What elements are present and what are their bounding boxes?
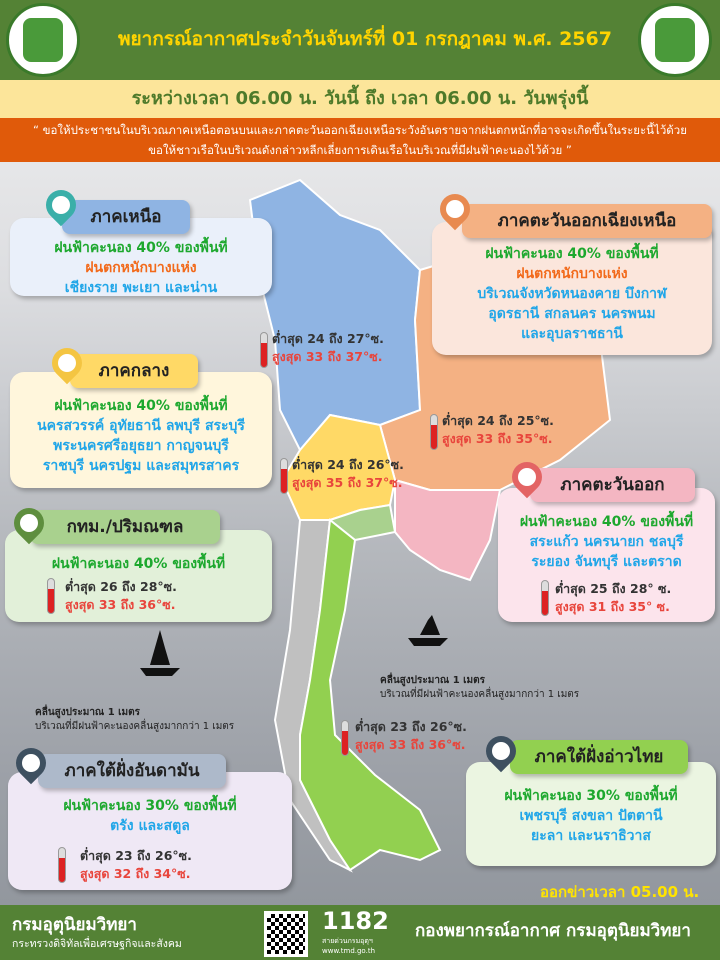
header-bar: [0, 0, 720, 80]
min-temp: ต่ำสุด 26 ถึง 28°ซ.: [65, 579, 177, 594]
min-temp: ต่ำสุด 23 ถึง 26°ซ.: [80, 848, 192, 863]
area-text: ยะลา และนราธิวาส: [531, 828, 651, 844]
region-label-northeast: ภาคตะวันออกเฉียงเหนือ: [462, 204, 712, 238]
region-card-central: ฝนฟ้าคะนอง 40% ของพื้นที่ นครสวรรค์ อุทั…: [10, 372, 272, 488]
max-temp: สูงสุด 33 ถึง 36°ซ.: [65, 597, 176, 612]
footer-org: กรมอุตุนิยมวิทยา: [12, 915, 137, 935]
thermometer-icon: [47, 578, 55, 614]
area-text: พระนครศรีอยุธยา กาญจนบุรี: [53, 438, 229, 454]
wave-info-andaman: คลื่นสูงประมาณ 1 เมตรบริเวณที่มีฝนฟ้าคะน…: [35, 706, 234, 734]
region-card-north: ฝนฟ้าคะนอง 40% ของพื้นที่ ฝนตกหนักบางแห่…: [10, 218, 272, 296]
footer-ministry: กระทรวงดิจิทัลเพื่อเศรษฐกิจและสังคม: [12, 938, 182, 950]
rain-text: ฝนฟ้าคะนอง 30% ของพื้นที่: [504, 788, 678, 804]
map-east: [394, 478, 502, 582]
footer: กรมอุตุนิยมวิทยา กระทรวงดิจิทัลเพื่อเศรษ…: [0, 905, 720, 960]
heavy-rain-text: ฝนตกหนักบางแห่ง: [85, 260, 197, 276]
area-text: นครสวรรค์ อุทัยธานี ลพบุรี สระบุรี: [37, 418, 245, 434]
thermometer-icon: [541, 580, 549, 616]
warning-line: ขอให้ชาวเรือในบริเวณดังกล่าวหลีกเลี่ยงกา…: [148, 143, 572, 157]
max-temp: สูงสุด 33 ถึง 35°ซ.: [442, 431, 553, 446]
warning-banner: “ ขอให้ประชาชนในบริเวณภาคเหนือตอนบนและภา…: [0, 118, 720, 162]
rain-text: ฝนฟ้าคะนอง 40% ของพื้นที่: [519, 514, 694, 530]
min-temp: ต่ำสุด 24 ถึง 27°ซ.: [272, 331, 384, 346]
hotline-number: 1182: [322, 907, 389, 935]
area-text: เชียงราย พะเยา และน่าน: [64, 280, 218, 296]
temperature-east: ต่ำสุด 25 ถึง 28° ซ. สูงสุด 31 ถึง 35° ซ.: [541, 580, 672, 616]
max-temp: สูงสุด 33 ถึง 36°ซ.: [355, 737, 466, 752]
region-label-east: ภาคตะวันออก: [530, 468, 695, 502]
tmd-logo: [638, 3, 712, 77]
region-label-bangkok: กทม./ปริมณฑล: [30, 510, 220, 544]
warning-line: “ ขอให้ประชาชนในบริเวณภาคเหนือตอนบนและภา…: [33, 123, 687, 137]
wave-title: คลื่นสูงประมาณ 1 เมตร: [35, 707, 141, 718]
max-temp: สูงสุด 31 ถึง 35° ซ.: [555, 599, 670, 614]
ministry-logo: [6, 3, 80, 77]
region-card-south-west: ฝนฟ้าคะนอง 30% ของพื้นที่ ตรัง และสตูล: [8, 772, 292, 890]
rain-text: ฝนฟ้าคะนอง 40% ของพื้นที่: [485, 246, 659, 262]
heavy-rain-text: ฝนตกหนักบางแห่ง: [516, 266, 628, 282]
area-text: สระแก้ว นครนายก ชลบุรี: [529, 534, 684, 550]
wave-title: คลื่นสูงประมาณ 1 เมตร: [380, 675, 486, 686]
wave-desc: บริเวณที่มีฝนฟ้าคะนองคลื่นสูงมากกว่า 1 เ…: [35, 721, 235, 732]
min-temp: ต่ำสุด 25 ถึง 28° ซ.: [555, 581, 672, 596]
region-card-east: ฝนฟ้าคะนอง 40% ของพื้นที่ สระแก้ว นครนาย…: [498, 488, 715, 622]
rain-text: ฝนฟ้าคะนอง 40% ของพื้นที่: [54, 398, 228, 414]
region-label-south-west: ภาคใต้ฝั่งอันดามัน: [38, 754, 226, 788]
max-temp: สูงสุด 33 ถึง 37°ซ.: [272, 349, 383, 364]
wave-desc: บริเวณที่มีฝนฟ้าคะนองคลื่นสูงมากกว่า 1 เ…: [380, 689, 580, 700]
rain-text: ฝนฟ้าคะนอง 40% ของพื้นที่: [54, 240, 228, 256]
qr-code[interactable]: [264, 911, 308, 957]
region-label-north: ภาคเหนือ: [62, 200, 190, 234]
thermometer-icon: [260, 332, 268, 368]
area-text: ตรัง และสตูล: [110, 818, 190, 834]
area-text: เพชรบุรี สงขลา ปัตตานี: [519, 808, 663, 824]
footer-division: กองพยากรณ์อากาศ กรมอุตุนิยมวิทยา: [415, 921, 691, 941]
temperature-south-east: ต่ำสุด 23 ถึง 26°ซ. สูงสุด 33 ถึง 36°ซ.: [341, 718, 467, 756]
temperature-central: ต่ำสุด 24 ถึง 26°ซ. สูงสุด 35 ถึง 37°ซ.: [280, 456, 404, 494]
temperature-south-west: ต่ำสุด 23 ถึง 26°ซ. สูงสุด 32 ถึง 34°ซ.: [58, 847, 192, 883]
forecast-period: ระหว่างเวลา 06.00 น. วันนี้ ถึง เวลา 06.…: [0, 80, 720, 118]
thermometer-icon: [341, 720, 349, 756]
thermometer-icon: [58, 847, 66, 883]
region-label-central: ภาคกลาง: [70, 354, 198, 388]
page-title: พยากรณ์อากาศประจำวันจันทร์ที่ 01 กรกฎาคม…: [118, 28, 612, 50]
issued-time: ออกข่าวเวลา 05.00 น.: [540, 883, 700, 901]
area-text: บริเวณจังหวัดหนองคาย บึงกาฬ: [477, 286, 667, 302]
max-temp: สูงสุด 32 ถึง 34°ซ.: [80, 866, 191, 881]
area-text: และอุบลราชธานี: [521, 326, 623, 342]
map-north: [248, 178, 422, 452]
website-link[interactable]: www.tmd.go.th: [322, 947, 375, 955]
thermometer-icon: [430, 414, 438, 450]
min-temp: ต่ำสุด 23 ถึง 26°ซ.: [355, 719, 467, 734]
temperature-bangkok: ต่ำสุด 26 ถึง 28°ซ. สูงสุด 33 ถึง 36°ซ.: [47, 578, 177, 614]
thermometer-icon: [280, 458, 288, 494]
rain-text: ฝนฟ้าคะนอง 40% ของพื้นที่: [51, 556, 226, 572]
min-temp: ต่ำสุด 24 ถึง 26°ซ.: [292, 457, 404, 472]
area-text: ระยอง จันทบุรี และตราด: [531, 554, 682, 570]
rain-text: ฝนฟ้าคะนอง 30% ของพื้นที่: [63, 798, 237, 814]
temperature-northeast: ต่ำสุด 24 ถึง 25°ซ. สูงสุด 33 ถึง 35°ซ.: [430, 412, 554, 450]
area-text: อุดรธานี สกลนคร นครพนม: [488, 306, 656, 322]
region-card-northeast: ฝนฟ้าคะนอง 40% ของพื้นที่ ฝนตกหนักบางแห่…: [432, 222, 712, 355]
area-text: ราชบุรี นครปฐม และสมุทรสาคร: [42, 458, 240, 474]
min-temp: ต่ำสุด 24 ถึง 25°ซ.: [442, 413, 554, 428]
region-card-south-east: ฝนฟ้าคะนอง 30% ของพื้นที่ เพชรบุรี สงขลา…: [466, 762, 716, 866]
wave-info-gulf: คลื่นสูงประมาณ 1 เมตรบริเวณที่มีฝนฟ้าคะน…: [380, 674, 579, 702]
map-south-east: [299, 518, 442, 872]
max-temp: สูงสุด 35 ถึง 37°ซ.: [292, 475, 403, 490]
temperature-north: ต่ำสุด 24 ถึง 27°ซ. สูงสุด 33 ถึง 37°ซ.: [260, 330, 384, 368]
region-label-south-east: ภาคใต้ฝั่งอ่าวไทย: [510, 740, 688, 774]
hotline-label: สายด่วนกรมอุตุฯ: [322, 937, 373, 945]
